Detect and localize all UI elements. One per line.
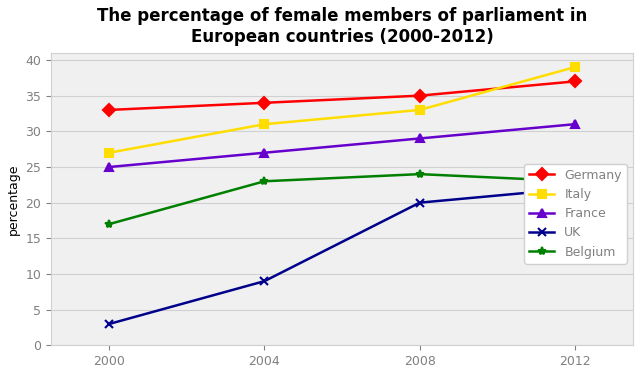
UK <box>416 200 424 205</box>
Belgium <box>260 179 268 183</box>
UK <box>571 186 579 190</box>
France <box>260 150 268 155</box>
Belgium <box>416 172 424 176</box>
Y-axis label: percentage: percentage <box>7 164 20 235</box>
Germany <box>416 93 424 98</box>
UK <box>260 279 268 284</box>
Italy <box>571 65 579 69</box>
Germany <box>106 108 113 112</box>
Line: France: France <box>105 120 579 171</box>
France <box>106 165 113 169</box>
Germany <box>260 100 268 105</box>
Legend: Germany, Italy, France, UK, Belgium: Germany, Italy, France, UK, Belgium <box>524 164 627 264</box>
Line: UK: UK <box>105 184 579 328</box>
UK <box>106 322 113 326</box>
Italy <box>416 108 424 112</box>
Germany <box>571 79 579 84</box>
France <box>416 136 424 141</box>
Line: Belgium: Belgium <box>105 170 579 228</box>
Italy <box>106 150 113 155</box>
Title: The percentage of female members of parliament in
European countries (2000-2012): The percentage of female members of parl… <box>97 7 588 46</box>
Italy <box>260 122 268 126</box>
Belgium <box>106 222 113 226</box>
France <box>571 122 579 126</box>
Line: Italy: Italy <box>105 63 579 157</box>
Belgium <box>571 179 579 183</box>
Line: Germany: Germany <box>105 77 579 114</box>
